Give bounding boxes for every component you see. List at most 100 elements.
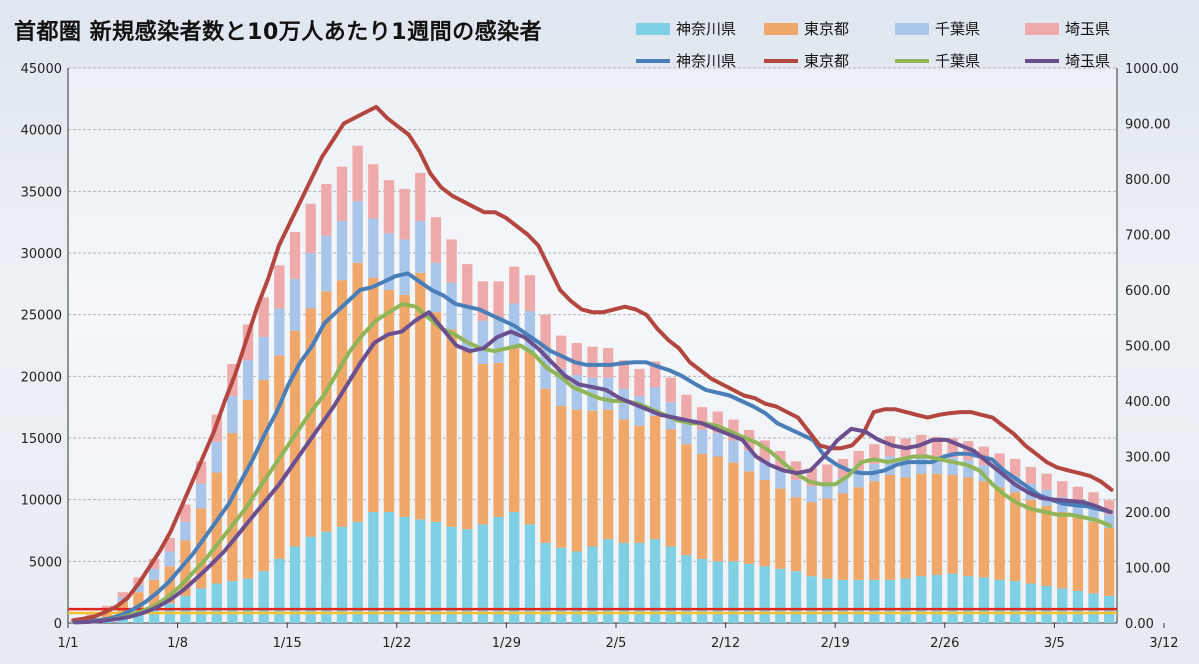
- legend-line-swatch: [764, 58, 798, 63]
- bar-segment: [963, 477, 974, 577]
- bar-segment: [289, 232, 301, 279]
- bar-segment: [806, 468, 817, 487]
- bar-segment: [775, 470, 786, 489]
- bar-segment: [101, 610, 113, 619]
- bar-segment: [931, 456, 943, 474]
- bar-segment: [524, 524, 536, 623]
- y-right-tick-label: 100.00: [1125, 562, 1171, 577]
- bar-segment: [383, 233, 395, 290]
- legend-swatch: [636, 22, 670, 35]
- bar-segment: [822, 498, 833, 579]
- bar-segment: [978, 481, 990, 578]
- bar-segment: [806, 486, 817, 503]
- bar-segment: [211, 441, 222, 473]
- bar-segment: [963, 460, 974, 478]
- bar-segment: [227, 433, 238, 582]
- bar-segment: [524, 275, 536, 311]
- bar-segment: [148, 568, 160, 580]
- bar-segment: [900, 458, 911, 478]
- bar-segment: [321, 291, 332, 532]
- bar-segment: [853, 579, 864, 623]
- y-left-tick-label: 0: [54, 617, 62, 632]
- bar-segment: [712, 456, 723, 562]
- bar-segment: [180, 540, 191, 596]
- bar-segment: [1104, 500, 1115, 515]
- bar-segment: [712, 433, 723, 457]
- bar-segment: [759, 460, 770, 480]
- bar-segment: [931, 473, 943, 575]
- bar-segment: [571, 375, 583, 410]
- bar-segment: [133, 592, 144, 611]
- legend-line-tokyo: 東京都: [764, 50, 849, 71]
- y-right-tick-label: 500.00: [1125, 340, 1171, 355]
- bar-segment: [321, 235, 332, 292]
- bar-segment: [524, 310, 536, 352]
- bar-segment: [399, 516, 410, 623]
- bar-segment: [211, 472, 222, 584]
- y-left-tick-label: 5000: [29, 555, 62, 570]
- bar-segment: [806, 502, 817, 577]
- bar-segment: [289, 546, 301, 623]
- bar-segment: [524, 351, 536, 525]
- x-tick-label: 2/12: [711, 636, 740, 651]
- bar-segment: [352, 262, 363, 522]
- legend-label: 埼玉県: [1065, 20, 1111, 38]
- legend-bar-tokyo: 東京都: [764, 18, 849, 39]
- x-tick-label: 1/22: [382, 636, 411, 651]
- bar-segment: [211, 583, 222, 623]
- bar-segment: [462, 264, 473, 305]
- bar-segment: [947, 457, 958, 475]
- bar-segment: [1010, 458, 1021, 477]
- bar-segment: [665, 429, 676, 547]
- legend-bar-kanagawa: 神奈川県: [636, 18, 736, 39]
- bar-segment: [305, 536, 316, 623]
- bar-segment: [712, 411, 723, 434]
- bar-segment: [681, 555, 692, 623]
- bar-segment: [571, 551, 583, 623]
- bar-segment: [446, 239, 457, 283]
- legend-label: 千葉県: [935, 52, 981, 70]
- bar-segment: [759, 479, 770, 567]
- bar-segment: [164, 566, 175, 604]
- bar-segment: [509, 512, 520, 623]
- bar-segment: [195, 588, 207, 623]
- bar-segment: [399, 239, 410, 295]
- bar-segment: [728, 419, 739, 441]
- bar-segment: [430, 312, 442, 522]
- bar-segment: [1104, 514, 1115, 529]
- bar-segment: [884, 475, 896, 580]
- bar-segment: [618, 360, 629, 389]
- bar-segment: [415, 220, 426, 273]
- y-right-tick-label: 200.00: [1125, 506, 1171, 521]
- bar-segment: [634, 542, 645, 623]
- bar-segment: [696, 454, 708, 559]
- bar-segment: [681, 444, 692, 556]
- bar-segment: [728, 561, 739, 623]
- bar-segment: [289, 278, 301, 331]
- bar-segment: [696, 407, 708, 430]
- bar-segment: [602, 377, 614, 410]
- bar-segment: [305, 253, 316, 309]
- bar-segment: [1088, 507, 1099, 522]
- y-right-tick-label: 600.00: [1125, 284, 1171, 299]
- x-tick-label: 1/15: [273, 636, 302, 651]
- bar-segment: [164, 551, 175, 567]
- legend-label: 神奈川県: [676, 20, 737, 38]
- bar-segment: [493, 319, 504, 363]
- bar-segment: [383, 180, 395, 234]
- bar-segment: [446, 329, 457, 527]
- bar-segment: [368, 218, 379, 278]
- x-tick-label: 2/5: [606, 636, 627, 651]
- legend-swatch: [1025, 22, 1059, 35]
- bar-segment: [101, 605, 113, 609]
- legend-line-swatch: [895, 58, 929, 63]
- legend-line-saitama: 埼玉県: [1025, 50, 1110, 71]
- bar-segment: [415, 519, 426, 623]
- bar-segment: [352, 145, 363, 202]
- y-left-tick-label: 10000: [21, 494, 62, 509]
- bar-segment: [571, 409, 583, 552]
- bar-segment: [242, 324, 254, 361]
- bar-segment: [305, 203, 316, 253]
- bar-segment: [430, 217, 442, 263]
- x-tick-label: 1/1: [58, 636, 79, 651]
